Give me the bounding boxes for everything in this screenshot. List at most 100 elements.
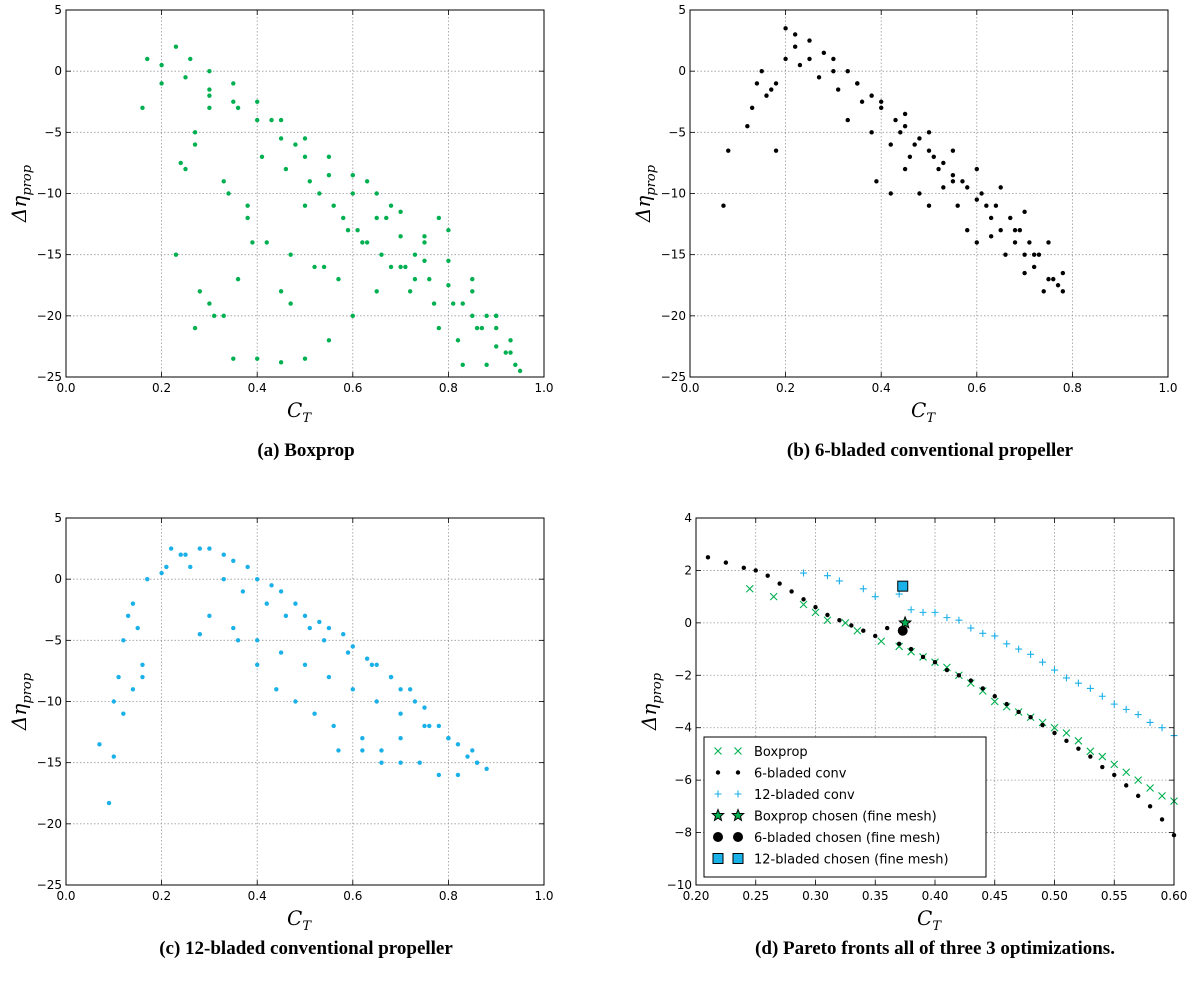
- data-point: [1039, 658, 1047, 666]
- data-point: [221, 179, 226, 184]
- data-point: [388, 203, 394, 208]
- x-tick-label: 0.2: [776, 381, 795, 395]
- legend-marker: [735, 770, 741, 775]
- data-point: [1112, 772, 1117, 778]
- data-point: [398, 760, 403, 765]
- x-tick-label: 1.0: [1158, 381, 1177, 395]
- data-point: [274, 687, 279, 692]
- data-point: [450, 301, 456, 306]
- data-point: [331, 203, 336, 208]
- data-point: [164, 564, 169, 570]
- data-point: [255, 662, 260, 667]
- data-point: [192, 325, 198, 331]
- data-point: [111, 699, 117, 704]
- legend-marker: [731, 808, 745, 822]
- data-point: [235, 105, 241, 111]
- data-point: [135, 625, 140, 631]
- data-point: [379, 252, 384, 257]
- data-point: [965, 228, 970, 233]
- data-point: [1046, 276, 1051, 282]
- y-tick-label: 0: [54, 64, 62, 78]
- data-point: [1064, 738, 1069, 744]
- data-point: [800, 569, 808, 577]
- data-point: [350, 644, 355, 649]
- y-tick-label: −25: [661, 370, 686, 384]
- legend-label: Boxprop: [754, 745, 808, 760]
- data-point: [302, 136, 308, 141]
- x-tick-label: 0.25: [742, 889, 769, 903]
- caption-c: (c) 12-bladed conventional propeller: [159, 938, 453, 959]
- data-point: [192, 130, 198, 135]
- legend-label: 12-bladed conv: [754, 788, 855, 803]
- data-point: [240, 589, 246, 594]
- legend-marker: [713, 832, 723, 842]
- x-axis-label-sub: T: [302, 411, 312, 426]
- data-point: [1110, 760, 1119, 769]
- data-point: [197, 632, 203, 637]
- data-point: [869, 130, 874, 135]
- data-point: [317, 619, 322, 625]
- data-point: [484, 766, 489, 771]
- data-point: [1015, 645, 1023, 653]
- data-point: [988, 234, 994, 239]
- data-point: [446, 283, 451, 288]
- data-point: [1012, 240, 1018, 245]
- data-point: [121, 638, 126, 643]
- data-point: [207, 546, 212, 551]
- data-point: [783, 26, 788, 31]
- data-point: [350, 313, 355, 319]
- chart-a: 0.0 0.2 0.4 0.6 0.8 1.0 −25 −20 −15 −10 −5 0 5 CT Δηpr…: [7, 3, 554, 426]
- data-point: [859, 99, 865, 104]
- x-tick-label: 0.8: [439, 889, 458, 903]
- data-point: [1147, 804, 1153, 809]
- y-axis-label-sub: prop: [650, 672, 665, 703]
- data-point: [895, 642, 904, 651]
- legend-marker: [733, 832, 743, 842]
- data-point: [765, 573, 770, 578]
- data-point: [869, 93, 874, 98]
- data-point: [1040, 722, 1045, 728]
- y-axis-label: Δηprop: [7, 164, 35, 223]
- x-tick-label: 0.4: [872, 381, 891, 395]
- data-point: [307, 179, 312, 184]
- data-point: [1003, 252, 1008, 257]
- data-point: [907, 647, 915, 656]
- x-axis-label-sub: T: [926, 411, 936, 426]
- data-point: [773, 81, 779, 86]
- data-point: [412, 276, 418, 282]
- data-point: [960, 179, 965, 184]
- data-point: [145, 576, 150, 582]
- data-point: [326, 172, 332, 178]
- data-point: [145, 56, 150, 62]
- data-point: [1051, 666, 1058, 674]
- data-point: [326, 154, 332, 159]
- data-point: [835, 87, 841, 92]
- data-point: [374, 699, 379, 704]
- data-point: [211, 313, 217, 319]
- data-point: [896, 641, 902, 647]
- data-point: [1003, 640, 1011, 648]
- data-point: [898, 615, 913, 629]
- data-point: [941, 160, 946, 166]
- data-point: [388, 264, 394, 270]
- data-point: [188, 56, 193, 62]
- data-point: [974, 166, 979, 172]
- legend-box: [703, 736, 987, 878]
- data-point: [412, 699, 418, 704]
- legend-marker: [715, 770, 721, 775]
- data-point: [436, 325, 442, 331]
- data-point: [106, 800, 112, 806]
- x-tick-label: 0.30: [802, 889, 829, 903]
- data-point: [207, 301, 212, 306]
- x-tick-label: 0.55: [1101, 889, 1128, 903]
- data-point: [1110, 700, 1118, 708]
- y-tick-label: −10: [37, 695, 62, 709]
- data-point: [853, 626, 862, 635]
- data-point: [422, 234, 427, 239]
- x-axis-label: CT: [287, 906, 312, 934]
- data-point: [1086, 747, 1095, 756]
- data-point: [360, 736, 365, 741]
- y-tick-label: −20: [37, 817, 62, 831]
- data-point: [974, 197, 979, 202]
- data-point: [278, 289, 284, 294]
